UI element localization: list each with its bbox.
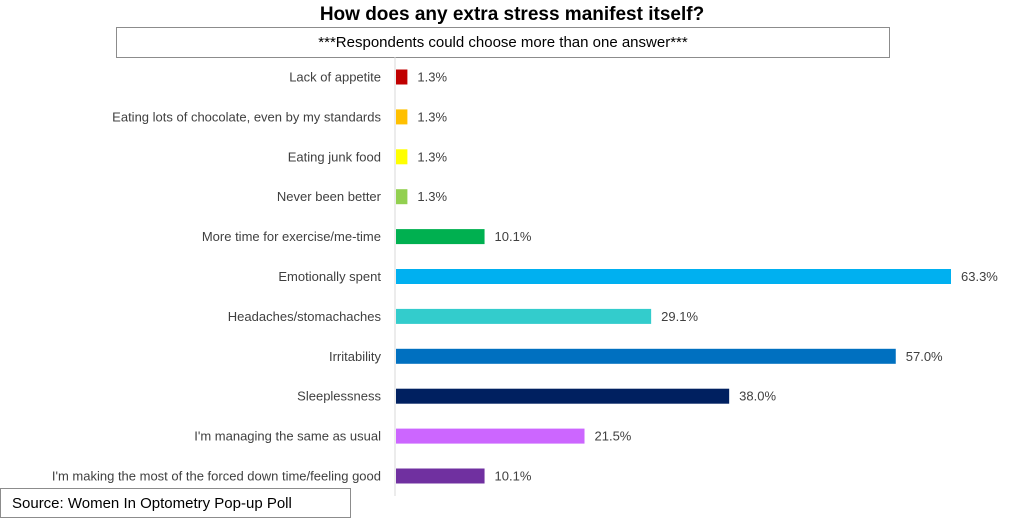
bar bbox=[396, 468, 485, 484]
bar bbox=[396, 348, 896, 364]
bar bbox=[396, 308, 652, 324]
bar bbox=[396, 428, 585, 444]
category-label: Lack of appetite bbox=[289, 70, 381, 85]
data-label: 1.3% bbox=[417, 70, 447, 85]
category-label: More time for exercise/me-time bbox=[202, 229, 381, 244]
bar bbox=[396, 388, 730, 404]
data-label: 1.3% bbox=[417, 149, 447, 164]
data-label: 63.3% bbox=[961, 269, 998, 284]
bar bbox=[396, 269, 951, 284]
data-label: 29.1% bbox=[661, 309, 698, 324]
bar bbox=[396, 189, 408, 205]
category-label: I'm managing the same as usual bbox=[194, 429, 381, 444]
data-label: 57.0% bbox=[906, 349, 943, 364]
chart-title: How does any extra stress manifest itsel… bbox=[319, 4, 705, 25]
data-label: 38.0% bbox=[739, 389, 776, 404]
category-label: Irritability bbox=[329, 349, 382, 364]
chart-subtitle: ***Respondents could choose more than on… bbox=[116, 27, 890, 58]
category-label: Eating lots of chocolate, even by my sta… bbox=[112, 109, 381, 124]
data-label: 10.1% bbox=[495, 229, 532, 244]
data-label: 1.3% bbox=[417, 109, 447, 124]
source-note: Source: Women In Optometry Pop-up Poll bbox=[0, 488, 351, 518]
data-label: 1.3% bbox=[417, 189, 447, 204]
category-label: Sleeplessness bbox=[297, 389, 381, 404]
bar bbox=[396, 69, 408, 85]
category-label: Emotionally spent bbox=[278, 269, 381, 284]
bar bbox=[396, 149, 408, 165]
category-label: Eating junk food bbox=[288, 149, 381, 164]
category-label: Headaches/stomachaches bbox=[228, 309, 382, 324]
data-label: 10.1% bbox=[495, 469, 532, 484]
category-label: Never been better bbox=[277, 189, 382, 204]
data-label: 21.5% bbox=[595, 429, 632, 444]
category-label: I'm making the most of the forced down t… bbox=[52, 469, 381, 484]
bar bbox=[396, 229, 485, 245]
bar bbox=[396, 109, 408, 125]
